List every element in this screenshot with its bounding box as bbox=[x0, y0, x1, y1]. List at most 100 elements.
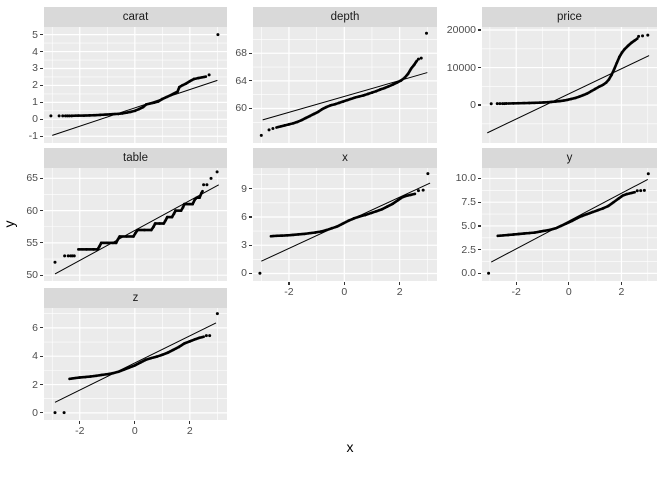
y-tick-label: 4 bbox=[32, 45, 38, 58]
y-tick-mark bbox=[478, 29, 481, 31]
x-tick-label: 0 bbox=[131, 425, 138, 437]
facet-strip-price: price bbox=[482, 7, 657, 27]
y-tick-mark bbox=[40, 135, 43, 137]
facet-panel-x bbox=[253, 168, 437, 281]
y-tick-mark bbox=[249, 244, 252, 246]
y-tick-mark bbox=[40, 383, 43, 386]
y-tick-mark bbox=[478, 249, 481, 251]
y-tick-label: 2.5 bbox=[461, 243, 476, 256]
x-tick-label: -2 bbox=[75, 425, 85, 437]
y-tick-mark bbox=[249, 80, 252, 82]
y-tick-label: 65 bbox=[26, 172, 38, 185]
facet-plot-price bbox=[482, 27, 657, 143]
y-tick-label: 3 bbox=[32, 62, 38, 75]
y-tick-mark bbox=[40, 355, 43, 357]
y-tick-label: 0.0 bbox=[461, 267, 476, 280]
y-tick-label: 1 bbox=[32, 96, 38, 109]
y-tick-mark bbox=[478, 177, 481, 180]
y-axis-title: y bbox=[1, 220, 17, 228]
x-tick-mark bbox=[343, 282, 345, 285]
y-tick-mark bbox=[249, 272, 252, 275]
y-tick-label: 5.0 bbox=[461, 219, 476, 232]
x-axis-title: x bbox=[346, 439, 354, 455]
y-tick-label: 20000 bbox=[446, 24, 476, 36]
y-tick-label: 0 bbox=[470, 99, 476, 112]
x-tick-label: 0 bbox=[341, 286, 348, 298]
y-tick-mark bbox=[40, 67, 43, 70]
y-tick-label: 4 bbox=[32, 350, 38, 363]
y-tick-mark bbox=[478, 66, 481, 69]
x-tick-label: 2 bbox=[186, 425, 193, 437]
x-tick-label: 0 bbox=[565, 286, 572, 298]
y-tick-mark bbox=[478, 225, 481, 227]
x-tick-mark bbox=[79, 421, 81, 424]
y-tick-label: 60 bbox=[235, 102, 247, 115]
y-tick-label: 60 bbox=[26, 204, 38, 217]
y-tick-mark bbox=[40, 177, 43, 179]
facet-title: table bbox=[123, 152, 148, 164]
x-tick-mark bbox=[568, 282, 570, 285]
y-tick-label: -1 bbox=[28, 130, 38, 143]
facet-strip-x: x bbox=[253, 148, 437, 168]
facet-panel-y bbox=[482, 168, 657, 281]
facet-strip-z: z bbox=[44, 288, 227, 308]
y-tick-label: 7.5 bbox=[461, 196, 476, 209]
y-tick-label: 0 bbox=[32, 113, 38, 126]
facet-plot-y bbox=[482, 168, 657, 281]
x-tick-label: 2 bbox=[396, 286, 403, 298]
facet-strip-y: y bbox=[482, 148, 657, 168]
y-tick-mark bbox=[40, 327, 43, 329]
facet-title: z bbox=[132, 292, 139, 304]
facet-panel-table bbox=[44, 168, 227, 281]
y-tick-label: 2 bbox=[32, 79, 38, 92]
facet-strip-depth: depth bbox=[253, 7, 437, 27]
facet-title: x bbox=[342, 152, 348, 164]
facet-plot-depth bbox=[253, 27, 437, 143]
facet-strip-carat: carat bbox=[44, 7, 227, 27]
y-tick-mark bbox=[40, 50, 43, 53]
x-tick-mark bbox=[515, 282, 517, 285]
facet-panel-carat bbox=[44, 27, 227, 143]
y-tick-mark bbox=[40, 242, 43, 244]
facet-plot-z bbox=[44, 308, 227, 420]
y-tick-mark bbox=[40, 101, 43, 103]
y-tick-label: 0 bbox=[241, 267, 247, 280]
x-tick-label: 2 bbox=[618, 286, 625, 298]
y-tick-mark bbox=[40, 274, 43, 276]
x-tick-mark bbox=[189, 421, 191, 424]
facet-plot-x bbox=[253, 168, 437, 281]
y-tick-label: 2 bbox=[32, 378, 38, 391]
y-tick-label: 10.0 bbox=[455, 172, 476, 185]
y-tick-label: 64 bbox=[235, 74, 247, 87]
x-tick-label: -2 bbox=[511, 286, 521, 298]
facet-strip-table: table bbox=[44, 148, 227, 168]
y-tick-mark bbox=[478, 201, 481, 203]
x-tick-label: -2 bbox=[284, 286, 294, 298]
y-tick-mark bbox=[478, 272, 481, 274]
x-tick-mark bbox=[620, 282, 623, 285]
y-tick-label: 50 bbox=[26, 269, 38, 282]
facet-title: depth bbox=[330, 11, 360, 23]
y-tick-mark bbox=[478, 104, 481, 106]
y-tick-label: 6 bbox=[241, 210, 247, 223]
facet-title: price bbox=[557, 11, 582, 23]
y-tick-label: 3 bbox=[241, 239, 247, 252]
y-tick-label: 10000 bbox=[446, 61, 476, 74]
y-tick-label: 9 bbox=[241, 182, 247, 195]
y-tick-mark bbox=[40, 84, 43, 86]
y-tick-label: 5 bbox=[32, 28, 38, 41]
facet-plot-carat bbox=[44, 27, 227, 143]
y-tick-mark bbox=[249, 107, 252, 110]
y-tick-label: 68 bbox=[235, 47, 247, 60]
facet-panel-z bbox=[44, 308, 227, 420]
x-tick-mark bbox=[288, 282, 290, 285]
y-tick-mark bbox=[249, 188, 252, 190]
y-tick-label: 0 bbox=[32, 406, 38, 419]
y-tick-mark bbox=[40, 412, 43, 414]
x-tick-mark bbox=[134, 421, 136, 424]
y-tick-mark bbox=[249, 216, 252, 218]
y-tick-mark bbox=[40, 210, 43, 212]
facet-title: y bbox=[566, 152, 573, 164]
facet-plot-table bbox=[44, 168, 227, 281]
